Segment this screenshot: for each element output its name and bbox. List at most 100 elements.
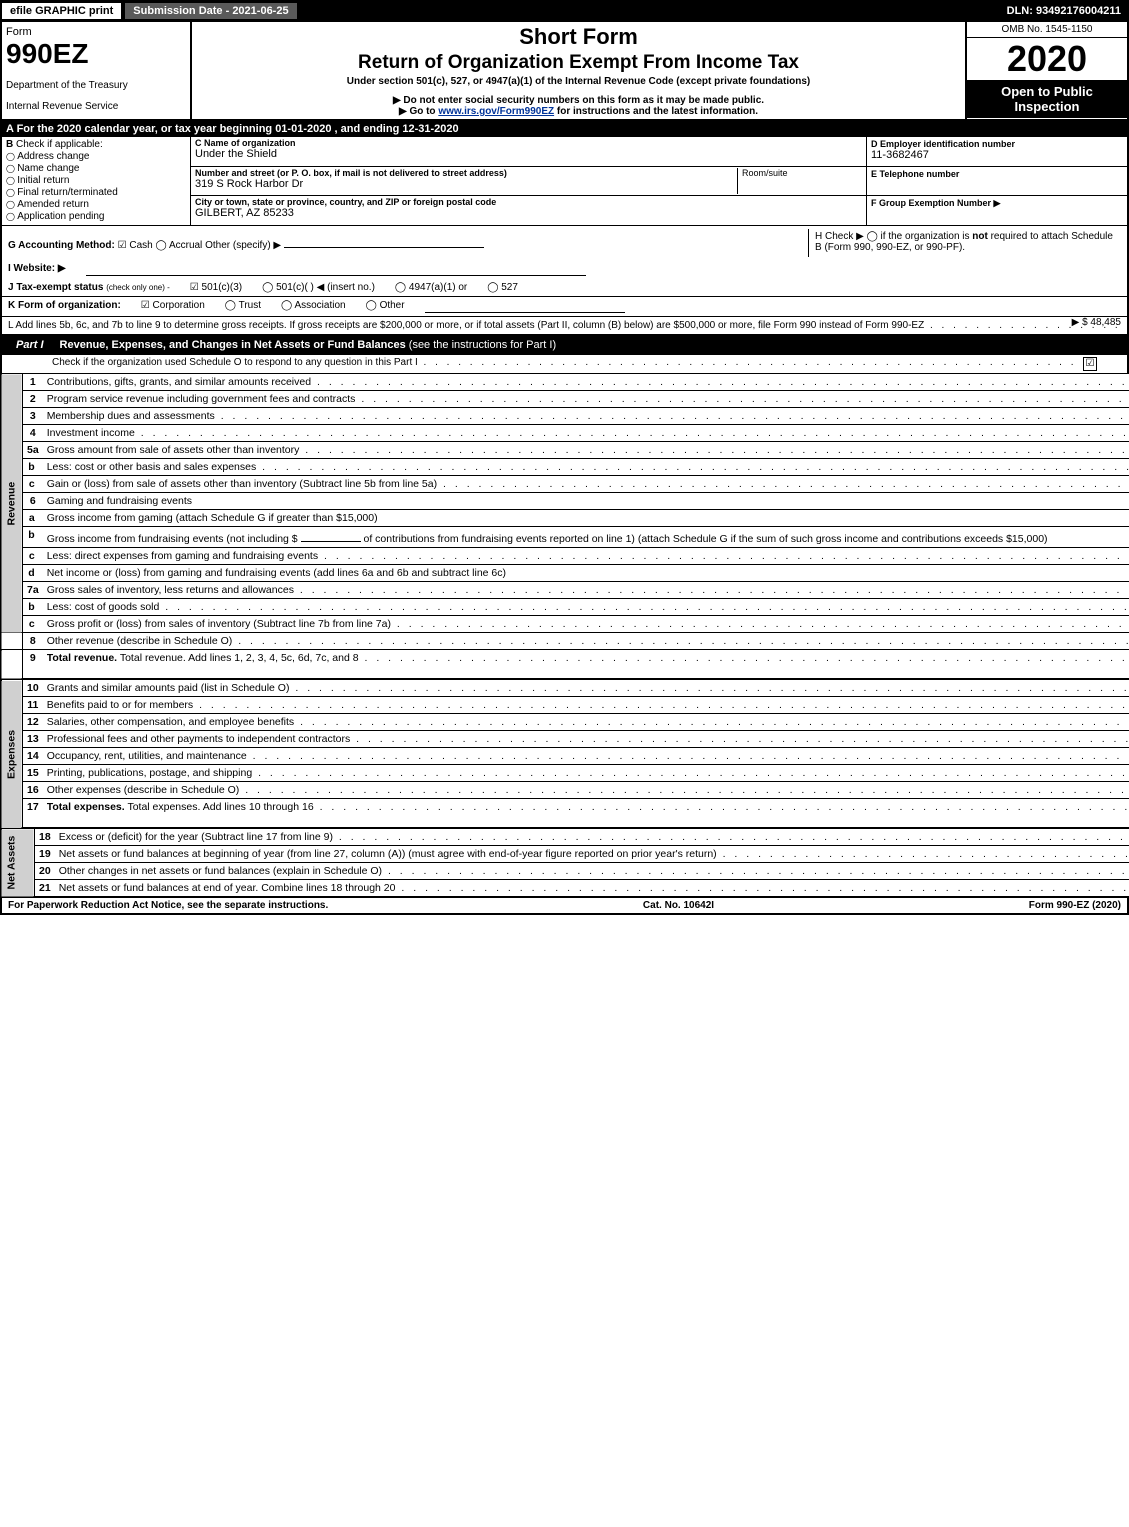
ln12: 12 <box>23 714 43 731</box>
part1-note: (see the instructions for Part I) <box>409 339 556 351</box>
goto-post: for instructions and the latest informat… <box>554 106 758 117</box>
org-addr: 319 S Rock Harbor Dr <box>195 178 507 190</box>
k-trust[interactable]: Trust <box>225 300 261 313</box>
row-gh: G Accounting Method: Cash Accrual Other … <box>0 226 1129 260</box>
irs-link[interactable]: www.irs.gov/Form990EZ <box>438 106 554 117</box>
ln6b: b <box>23 527 43 548</box>
k-other[interactable]: Other <box>366 300 405 313</box>
desc-9: Total revenue. Add lines 1, 2, 3, 4, 5c,… <box>120 652 1129 664</box>
footer-right-pre: Form <box>1029 900 1057 911</box>
footer-right: Form 990-EZ (2020) <box>1029 900 1121 911</box>
tax-year-bar: A For the 2020 calendar year, or tax yea… <box>0 121 1129 137</box>
g-accrual[interactable]: Accrual <box>156 240 203 251</box>
ln5b: b <box>23 459 43 476</box>
ssn-warning: Do not enter social security numbers on … <box>198 95 959 106</box>
tel-label: E Telephone number <box>871 169 1123 179</box>
ln20: 20 <box>35 863 55 880</box>
desc-15: Printing, publications, postage, and shi… <box>47 767 1129 779</box>
desc-21: Net assets or fund balances at end of ye… <box>59 882 1129 894</box>
submission-date-button[interactable]: Submission Date - 2021-06-25 <box>123 1 298 21</box>
6b-amount-field[interactable] <box>301 529 361 542</box>
org-city-block: City or town, state or province, country… <box>191 196 866 225</box>
goto-line: Go to www.irs.gov/Form990EZ for instruct… <box>198 106 959 117</box>
efile-print-button[interactable]: efile GRAPHIC print <box>0 1 123 21</box>
section-f: F Group Exemption Number ▶ <box>867 196 1127 225</box>
ln14: 14 <box>23 748 43 765</box>
open-to-public: Open to Public Inspection <box>967 80 1127 118</box>
side-blank-8 <box>1 633 23 650</box>
section-e: E Telephone number <box>867 167 1127 197</box>
org-name: Under the Shield <box>195 148 296 160</box>
chk-initial-return[interactable]: Initial return <box>6 175 186 186</box>
ln7b: b <box>23 599 43 616</box>
desc-6c: Less: direct expenses from gaming and fu… <box>47 550 1129 562</box>
footer: For Paperwork Reduction Act Notice, see … <box>0 897 1129 915</box>
l-text: L Add lines 5b, 6c, and 7b to line 9 to … <box>8 320 1121 331</box>
ln3: 3 <box>23 408 43 425</box>
desc-19: Net assets or fund balances at beginning… <box>59 848 1129 860</box>
desc-6b-2: of contributions from fundraising events… <box>364 533 1048 545</box>
chk-name-change[interactable]: Name change <box>6 163 186 174</box>
i-label: I Website: ▶ <box>8 263 66 276</box>
ln17: 17 <box>23 799 43 829</box>
side-blank-9 <box>1 650 23 680</box>
chk-application-pending[interactable]: Application pending <box>6 211 186 222</box>
ln19: 19 <box>35 846 55 863</box>
k-assoc[interactable]: Association <box>281 300 346 313</box>
part1-label: Part I <box>6 337 54 353</box>
chk-amended-return[interactable]: Amended return <box>6 199 186 210</box>
g-other-field[interactable] <box>284 235 484 248</box>
desc-1: Contributions, gifts, grants, and simila… <box>47 376 1129 388</box>
ln15: 15 <box>23 765 43 782</box>
h-not: not <box>972 231 988 242</box>
top-bar: efile GRAPHIC print Submission Date - 20… <box>0 0 1129 22</box>
g-other[interactable]: Other (specify) ▶ <box>205 240 281 251</box>
header-left: Form 990EZ Department of the Treasury In… <box>2 22 192 119</box>
form-number: 990EZ <box>6 38 186 70</box>
org-name-label: C Name of organization <box>195 138 296 148</box>
ein-label: D Employer identification number <box>871 139 1123 149</box>
desc-11: Benefits paid to or for members <box>47 699 1129 711</box>
header-center: Short Form Return of Organization Exempt… <box>192 22 965 119</box>
check-if-label: Check if applicable: <box>16 139 103 150</box>
g-cash[interactable]: Cash <box>118 240 153 251</box>
j-501c[interactable]: 501(c)( ) ◀ (insert no.) <box>262 282 375 293</box>
j-501c3[interactable]: 501(c)(3) <box>190 282 242 293</box>
section-d: D Employer identification number 11-3682… <box>867 137 1127 167</box>
room-suite-label: Room/suite <box>737 168 862 195</box>
subtitle: Under section 501(c), 527, or 4947(a)(1)… <box>198 76 959 87</box>
desc-17: Total expenses. Add lines 10 through 16 <box>127 801 1129 813</box>
desc-7b: Less: cost of goods sold <box>47 601 1129 613</box>
ln8: 8 <box>23 633 43 650</box>
chk-final-return[interactable]: Final return/terminated <box>6 187 186 198</box>
check-o-box[interactable]: ☑ <box>1083 357 1097 371</box>
website-field[interactable] <box>86 263 586 276</box>
ln10: 10 <box>23 680 43 697</box>
form-header: Form 990EZ Department of the Treasury In… <box>0 22 1129 121</box>
k-label: K Form of organization: <box>8 300 121 313</box>
side-revenue: Revenue <box>1 374 23 633</box>
section-b: B Check if applicable: Address change Na… <box>2 137 191 225</box>
desc-6: Gaming and fundraising events <box>43 493 1129 510</box>
netassets-table: Net Assets 18 Excess or (deficit) for th… <box>0 829 1129 897</box>
desc-5a: Gross amount from sale of assets other t… <box>47 444 1129 456</box>
desc-18: Excess or (deficit) for the year (Subtra… <box>59 831 1129 843</box>
k-other-field[interactable] <box>425 300 625 313</box>
part1-title-text: Revenue, Expenses, and Changes in Net As… <box>60 339 406 351</box>
goto-pre: Go to <box>409 106 438 117</box>
j-4947[interactable]: 4947(a)(1) or <box>395 282 467 293</box>
grp-label: F Group Exemption Number ▶ <box>871 198 1123 209</box>
chk-address-change[interactable]: Address change <box>6 151 186 162</box>
desc-10: Grants and similar amounts paid (list in… <box>47 682 1129 694</box>
k-corp[interactable]: Corporation <box>141 300 205 313</box>
j-527[interactable]: 527 <box>487 282 518 293</box>
desc-16: Other expenses (describe in Schedule O) <box>47 784 1129 796</box>
ln6d: d <box>23 565 43 582</box>
ln5a: 5a <box>23 442 43 459</box>
return-title: Return of Organization Exempt From Incom… <box>198 52 959 74</box>
ln18: 18 <box>35 829 55 846</box>
j-label: J Tax-exempt status <box>8 282 103 293</box>
section-c: C Name of organization Under the Shield … <box>191 137 866 225</box>
ln9: 9 <box>23 650 43 680</box>
ln7a: 7a <box>23 582 43 599</box>
